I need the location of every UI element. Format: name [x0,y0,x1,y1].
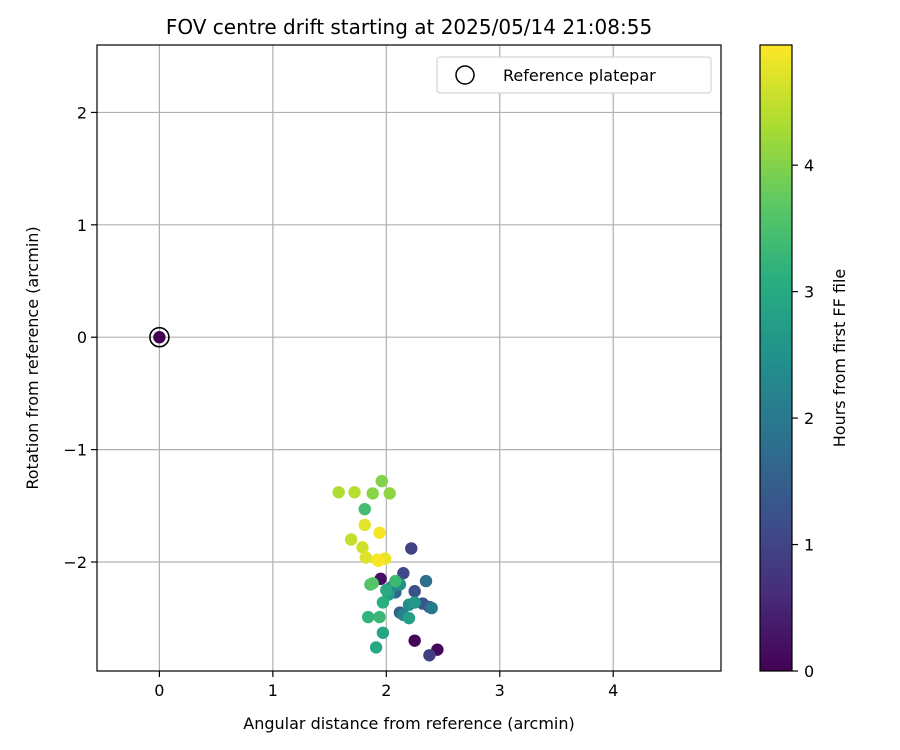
y-axis-label: Rotation from reference (arcmin) [23,226,42,489]
x-tick-label: 4 [608,681,618,700]
data-point [358,502,371,516]
data-point [369,641,383,654]
data-point [376,626,390,639]
x-tick-label: 3 [495,681,505,700]
x-tick-label: 1 [268,681,278,700]
data-point [153,331,166,344]
data-point [373,610,386,624]
data-point [408,634,421,647]
colorbar-tick-label: 4 [804,156,814,175]
x-tick-label: 2 [381,681,391,700]
data-point [344,533,358,546]
data-point [408,596,421,609]
data-point [372,554,385,568]
data-point [397,567,410,580]
chart-title: FOV centre drift starting at 2025/05/14 … [166,15,652,39]
data-point [383,487,396,500]
data-point [376,596,390,609]
colorbar-tick-label: 3 [804,283,814,302]
data-point [408,585,421,598]
colorbar: 0 1 2 3 4 Hours from first FF file [759,44,849,681]
legend-marker [455,65,475,85]
legend-label: Reference platepar [503,66,656,85]
legend-box [436,56,712,94]
axis-ticks: 0 1 2 3 4 −2 −1 0 1 2 [63,103,618,700]
data-point [375,474,388,488]
data-point [356,541,369,554]
y-tick-label: 1 [77,216,87,235]
colorbar-tick-label: 2 [804,409,814,428]
data-point [332,486,345,499]
data-point [423,649,436,662]
y-tick-label: −2 [63,553,87,572]
data-point [380,583,393,597]
data-point [348,486,361,499]
data-point [358,518,371,532]
x-tick-label: 0 [154,681,164,700]
data-point [405,542,418,555]
data-point [366,487,379,500]
colorbar-ticks: 0 1 2 3 4 [792,156,814,681]
colorbar-label: Hours from first FF file [830,269,849,448]
reference-platepar-marker [149,326,170,348]
legend: Reference platepar [436,56,712,94]
data-point [373,526,386,539]
reference-marker-layer [149,326,170,348]
data-point [366,577,379,590]
grid [97,45,721,671]
y-tick-label: −1 [63,441,87,460]
y-tick-label: 0 [77,328,87,347]
colorbar-tick-label: 1 [804,536,814,555]
y-tick-label: 2 [77,103,87,122]
plot-frame [96,44,722,672]
data-points [153,331,444,662]
data-point [402,611,416,625]
data-point [361,610,375,624]
colorbar-tick-label: 0 [804,662,814,681]
data-point [389,574,402,588]
colorbar-gradient [759,44,793,672]
data-point [425,601,438,615]
x-axis-label: Angular distance from reference (arcmin) [243,714,574,733]
data-point [419,574,433,588]
data-point [359,551,373,564]
